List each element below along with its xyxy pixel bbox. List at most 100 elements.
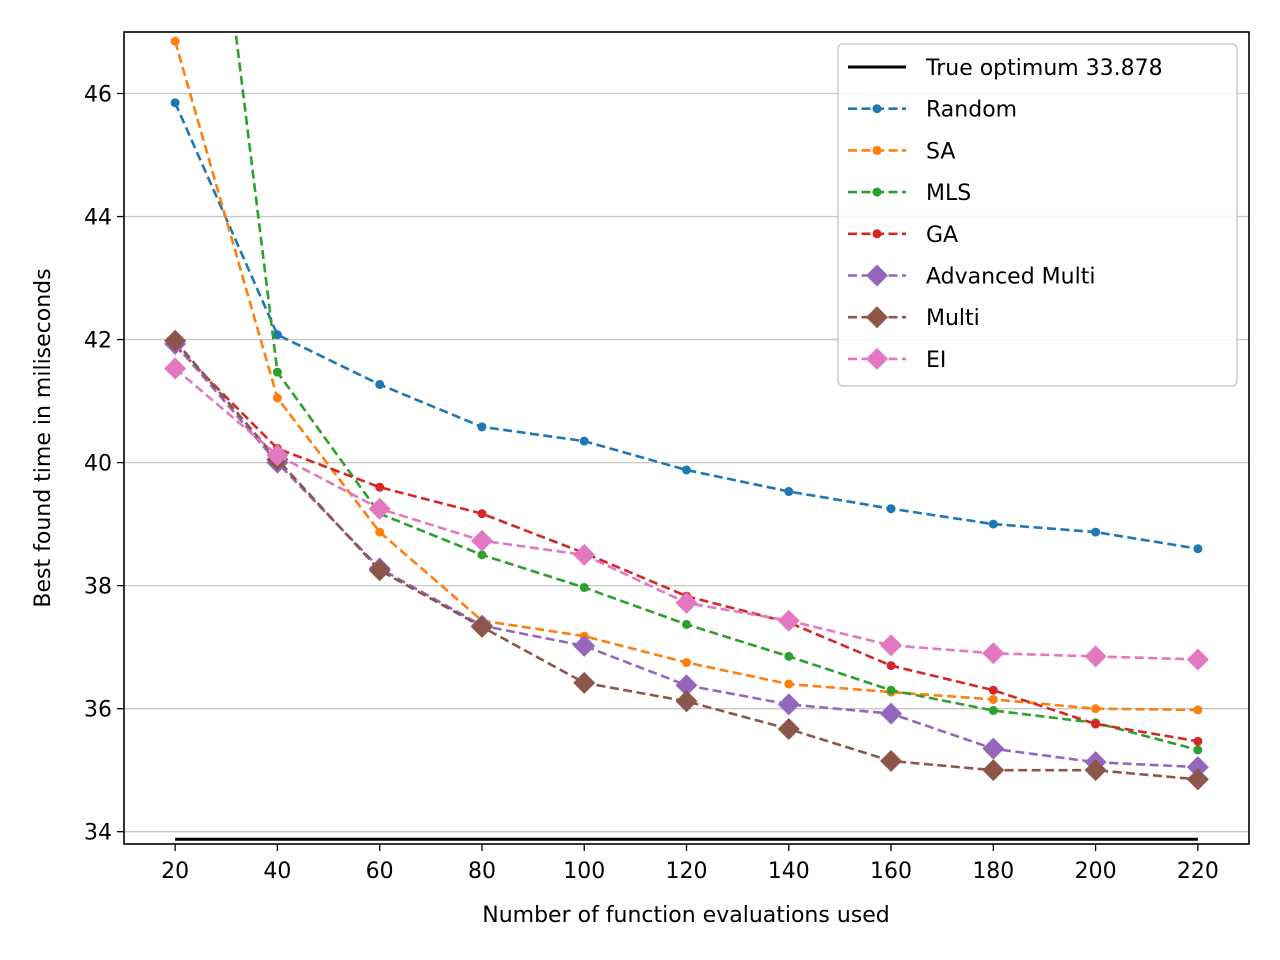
legend: True optimum 33.878 Random SA MLS GA Advanced…	[837, 43, 1238, 387]
series-layer	[164, 32, 1209, 791]
data-point-advanced-multi	[982, 737, 1005, 760]
data-point-multi	[675, 690, 698, 713]
data-point-ei	[675, 591, 698, 614]
data-point-multi	[470, 615, 493, 638]
data-point-multi	[368, 559, 391, 582]
y-tick-label: 44	[84, 206, 112, 231]
legend-label: Multi	[926, 306, 980, 331]
legend-entry-true-optimum-33-878: True optimum 33.878	[848, 56, 1163, 81]
data-point-ei	[982, 642, 1005, 665]
y-axis-label: Best found time in miliseconds	[31, 268, 56, 607]
x-tick-label: 180	[972, 859, 1014, 884]
x-axis-label: Number of function evaluations used	[482, 903, 890, 928]
data-point-mls	[784, 651, 794, 661]
data-point-random	[1091, 527, 1101, 537]
y-tick-label: 42	[84, 329, 112, 354]
data-point-mls	[272, 367, 282, 377]
legend-marker	[872, 145, 882, 155]
data-point-ei	[368, 497, 391, 520]
legend-entry-multi: Multi	[848, 306, 980, 331]
series-line-random	[173, 102, 1199, 550]
data-point-multi	[1186, 768, 1209, 791]
data-point-sa	[1193, 705, 1203, 715]
legend-entry-random: Random	[848, 98, 1017, 123]
series-multi	[164, 329, 1209, 791]
data-point-advanced-multi	[777, 693, 800, 716]
data-point-sa	[682, 658, 691, 668]
tick-layer: 34 36 38 40 42 44 46 20 40 60 80 100 120 140 160 180 200…	[84, 83, 1219, 884]
data-point-ga	[988, 685, 998, 695]
y-tick-label: 38	[84, 575, 112, 600]
legend-marker	[866, 306, 888, 329]
data-point-sa	[784, 679, 794, 689]
data-point-random	[886, 504, 896, 514]
legend-marker	[872, 104, 882, 114]
data-point-multi	[1084, 759, 1107, 782]
data-point-ei	[1186, 648, 1209, 671]
data-point-mls	[886, 685, 896, 695]
data-point-ei	[880, 634, 903, 657]
data-point-random	[784, 487, 794, 497]
data-point-ga	[1193, 736, 1203, 746]
data-point-multi	[982, 759, 1005, 782]
data-point-random	[1193, 544, 1203, 554]
legend-label: Advanced Multi	[926, 265, 1095, 290]
legend-entry-advanced-multi: Advanced Multi	[848, 264, 1095, 290]
legend-label: True optimum 33.878	[925, 56, 1163, 81]
data-point-random	[375, 379, 385, 389]
legend-label: SA	[926, 139, 955, 164]
x-tick-label: 160	[870, 859, 912, 884]
legend-entry-ga: GA	[848, 223, 958, 248]
data-point-sa	[170, 36, 180, 46]
data-point-ei	[573, 543, 596, 566]
legend-marker	[872, 187, 882, 197]
data-point-multi	[880, 749, 903, 772]
data-point-ei	[266, 444, 289, 467]
data-point-advanced-multi	[675, 674, 698, 697]
data-point-ga	[375, 482, 385, 492]
series-line-multi	[174, 339, 1199, 781]
data-point-mls	[579, 582, 589, 592]
legend-label: EI	[926, 348, 946, 373]
y-tick-label: 40	[84, 452, 112, 477]
series-random	[170, 98, 1203, 554]
data-point-ei	[164, 357, 187, 380]
data-point-ei	[1084, 645, 1107, 668]
x-tick-label: 40	[263, 859, 291, 884]
y-tick-label: 46	[84, 83, 112, 108]
x-tick-label: 20	[161, 859, 189, 884]
data-point-sa	[1091, 704, 1101, 714]
legend-entry-ei: EI	[848, 347, 946, 373]
data-point-multi	[777, 717, 800, 740]
data-point-random	[988, 519, 998, 529]
legend-box	[837, 43, 1238, 387]
data-point-multi	[164, 329, 187, 352]
data-point-ga	[886, 661, 896, 671]
data-point-random	[579, 436, 589, 446]
data-point-random	[170, 98, 180, 108]
legend-marker	[872, 229, 882, 239]
data-point-random	[272, 330, 282, 340]
data-point-mls	[988, 706, 998, 716]
data-point-mls	[477, 550, 487, 560]
legend-label: Random	[926, 98, 1017, 123]
x-tick-label: 80	[468, 859, 496, 884]
data-point-advanced-multi	[573, 634, 596, 657]
x-tick-label: 100	[563, 859, 605, 884]
data-point-advanced-multi	[1186, 756, 1209, 779]
y-tick-label: 34	[84, 821, 112, 846]
data-point-sa	[988, 694, 998, 704]
x-tick-label: 140	[768, 859, 810, 884]
data-point-ga	[477, 509, 487, 519]
data-point-random	[682, 465, 691, 475]
data-point-random	[477, 422, 487, 432]
legend-entry-sa: SA	[848, 139, 955, 164]
legend-label: GA	[926, 223, 958, 248]
legend-marker	[866, 264, 888, 287]
data-point-mls	[1193, 745, 1203, 755]
x-tick-label: 200	[1075, 859, 1117, 884]
data-point-mls	[682, 619, 691, 629]
data-point-ei	[777, 609, 800, 632]
